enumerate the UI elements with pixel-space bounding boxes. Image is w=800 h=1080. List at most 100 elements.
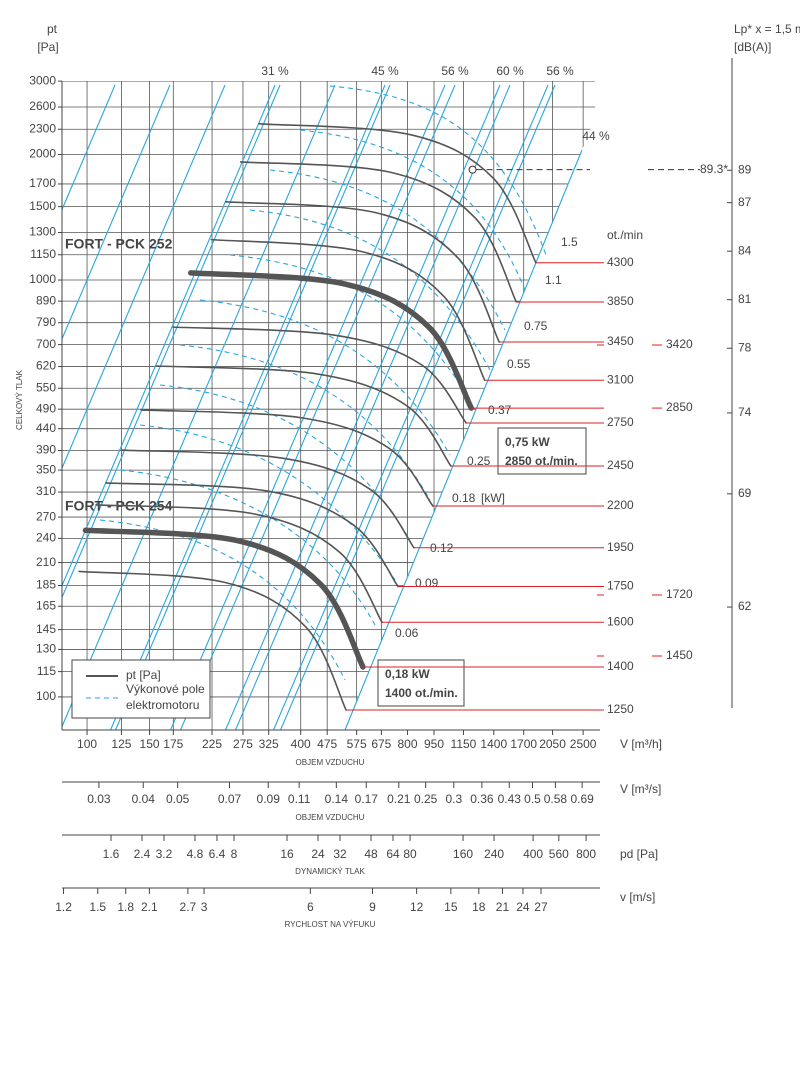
motor-power-curve [99, 519, 346, 681]
fan-curve [239, 161, 518, 303]
scale-tick-label: 160 [453, 847, 473, 861]
power-label: 1.1 [545, 273, 562, 287]
efficiency-label: 44 % [582, 129, 610, 143]
scale-tick-label: 16 [280, 847, 294, 861]
y-tick-label: 2600 [29, 99, 56, 113]
fan-curve [105, 482, 399, 588]
scale-tick-label: 0.5 [524, 792, 541, 806]
scale-tick-label: 24 [311, 847, 325, 861]
fan-curve [210, 238, 486, 382]
y2-tick-label: 89 [738, 162, 752, 176]
fan-curve [155, 365, 452, 467]
scale-title: DYNAMICKÝ TLAK [295, 867, 365, 876]
y-tick-label: 620 [36, 359, 56, 373]
scale-tick-label: 2.4 [134, 847, 151, 861]
scale-tick-label: 18 [472, 900, 486, 914]
y-tick-label: 550 [36, 380, 56, 394]
power-label: 0.37 [488, 403, 512, 417]
annotation: FORT - PCK 252 [65, 236, 173, 252]
scale-tick-label: 3.2 [156, 847, 173, 861]
x-tick-label: 275 [233, 737, 253, 751]
scale-tick-label: 0.14 [325, 792, 349, 806]
speed-label: 2850 [666, 400, 693, 414]
fan-curve [78, 570, 347, 711]
motor-power-curve [269, 169, 506, 331]
scale-tick-label: 0.05 [166, 792, 190, 806]
y-label: pt [47, 22, 58, 36]
scale-tick-label: 4.8 [187, 847, 204, 861]
box-text: 2850 ot./min. [505, 454, 578, 468]
scale-tick-label: 1.5 [89, 900, 106, 914]
y-tick-label: 185 [36, 578, 56, 592]
scale-unit: v [m/s] [620, 890, 655, 904]
x-tick-label: 1400 [480, 737, 507, 751]
power-label: 0.18 [452, 491, 476, 505]
speed-label: 1720 [666, 587, 693, 601]
y2-tick-label: 81 [738, 292, 752, 306]
fan-curve [224, 201, 500, 343]
scale-tick-label: 0.09 [257, 792, 281, 806]
power-label: 1.5 [561, 235, 578, 249]
x-tick-label: 150 [140, 737, 160, 751]
scale-unit: pd [Pa] [620, 847, 658, 861]
scale-tick-label: 400 [523, 847, 543, 861]
y-tick-label: 390 [36, 443, 56, 457]
speed-label: 3100 [607, 372, 634, 386]
power-unit: [kW] [481, 491, 505, 505]
y-tick-label: 240 [36, 531, 56, 545]
x-tick-label: 125 [111, 737, 131, 751]
y-tick-label: 1000 [29, 272, 56, 286]
scale-title: OBJEM VZDUCHU [296, 813, 365, 822]
y-tick-label: 490 [36, 401, 56, 415]
motor-field [0, 84, 556, 785]
scale-tick-label: 8 [231, 847, 238, 861]
speed-label: 3420 [666, 337, 693, 351]
scale-tick-label: 0.04 [132, 792, 156, 806]
scale-tick-label: 6 [307, 900, 314, 914]
info-box [377, 659, 465, 707]
scale-tick-label: 27 [534, 900, 548, 914]
y-tick-label: 270 [36, 509, 56, 523]
y-tick-label: 165 [36, 598, 56, 612]
y-tick-label: 1500 [29, 199, 56, 213]
y-tick-label: 890 [36, 293, 56, 307]
x-tick-label: 950 [424, 737, 444, 751]
fan-curve [95, 503, 383, 624]
fan-curve [172, 326, 467, 424]
y-tick-label: 210 [36, 555, 56, 569]
efficiency-label: 56 % [546, 64, 574, 78]
x-tick-label: 575 [347, 737, 367, 751]
legend-label: Výkonové pole [126, 682, 205, 696]
scale-tick-label: 0.69 [570, 792, 594, 806]
box-text: 1400 ot./min. [385, 686, 458, 700]
y-tick-label: 440 [36, 421, 56, 435]
system-line [201, 84, 501, 730]
scale-tick-label: 6.4 [209, 847, 226, 861]
y-tick-label: 3000 [29, 73, 56, 87]
y2-unit: [dB(A)] [734, 40, 771, 54]
scale-tick-label: 800 [576, 847, 596, 861]
x-title: OBJEM VZDUCHU [296, 758, 365, 767]
fan-curve [258, 122, 537, 264]
y-tick-label: 145 [36, 622, 56, 636]
system-line [249, 84, 549, 730]
speed-label: 2450 [607, 458, 634, 472]
x-tick-label: 100 [77, 737, 97, 751]
y-tick-label: 700 [36, 337, 56, 351]
speed-label: 1400 [607, 659, 634, 673]
efficiency-label: 60 % [496, 64, 524, 78]
y2-tick-label: 74 [738, 405, 752, 419]
system-line [0, 85, 5, 785]
box-text: 0,18 kW [385, 667, 430, 681]
scale-tick-label: 2.7 [180, 900, 197, 914]
y-tick-label: 1700 [29, 176, 56, 190]
scale-tick-label: 0.21 [387, 792, 411, 806]
speed-unit: ot./min [607, 228, 643, 242]
x-tick-label: 1150 [451, 737, 477, 751]
scale-tick-label: 3 [201, 900, 208, 914]
legend-label: pt [Pa] [126, 668, 161, 682]
fan-curve [82, 527, 366, 670]
scale-tick-label: 12 [410, 900, 424, 914]
y2-tick-label: 84 [738, 243, 752, 257]
